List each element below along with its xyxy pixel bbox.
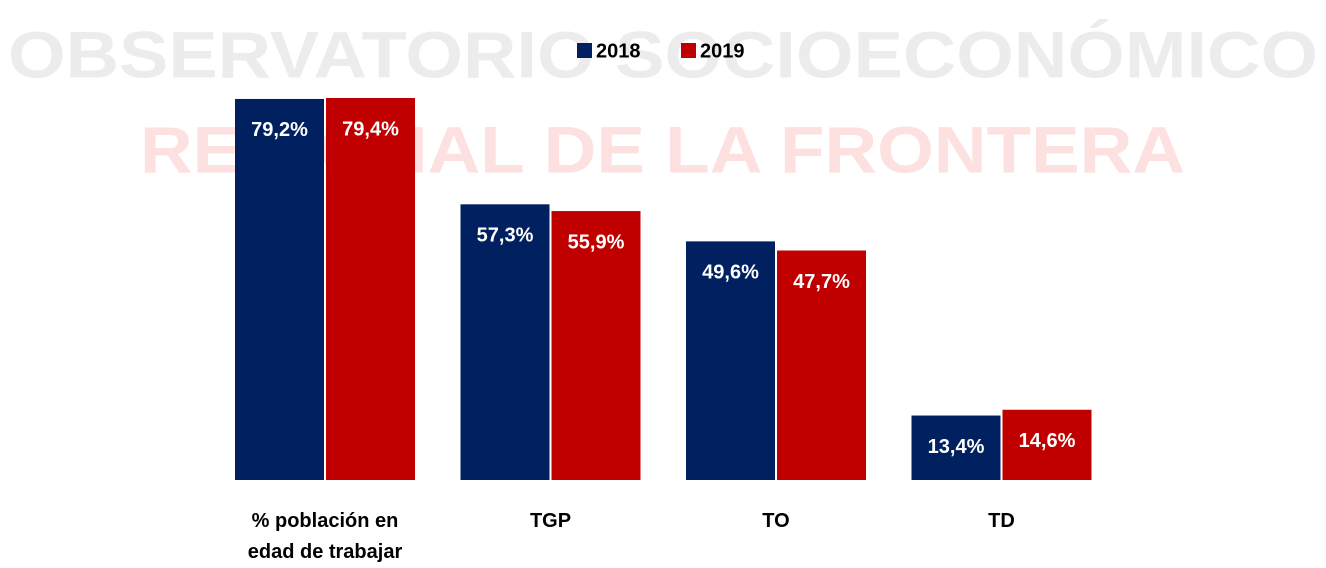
bar (460, 204, 550, 480)
value-label: 57,3% (477, 225, 534, 247)
value-label: 79,2% (251, 119, 308, 141)
legend-label: 2018 (596, 40, 641, 62)
x-tick-label: TGP (529, 510, 572, 532)
bar (235, 98, 324, 480)
value-label: 14,6% (1019, 430, 1076, 452)
value-label: 79,4% (342, 118, 399, 140)
bar (551, 211, 641, 480)
x-tick-label: TO (762, 510, 790, 532)
value-label: 55,9% (568, 231, 625, 253)
bar (326, 98, 415, 480)
bar (777, 250, 866, 480)
bar (911, 415, 1001, 480)
x-tick-label: % población en edad de trabajar (247, 510, 403, 563)
value-label: 47,7% (793, 271, 850, 293)
bar (1002, 409, 1092, 480)
bar (686, 241, 775, 480)
legend-swatch (681, 43, 696, 58)
legend-swatch (577, 43, 592, 58)
value-label: 49,6% (702, 262, 759, 284)
value-label: 13,4% (928, 436, 985, 458)
x-tick-label: TD (988, 510, 1015, 532)
watermark: OBSERVATORIO SOCIOECONÓMICO (8, 17, 1318, 91)
legend-label: 2019 (700, 40, 745, 62)
